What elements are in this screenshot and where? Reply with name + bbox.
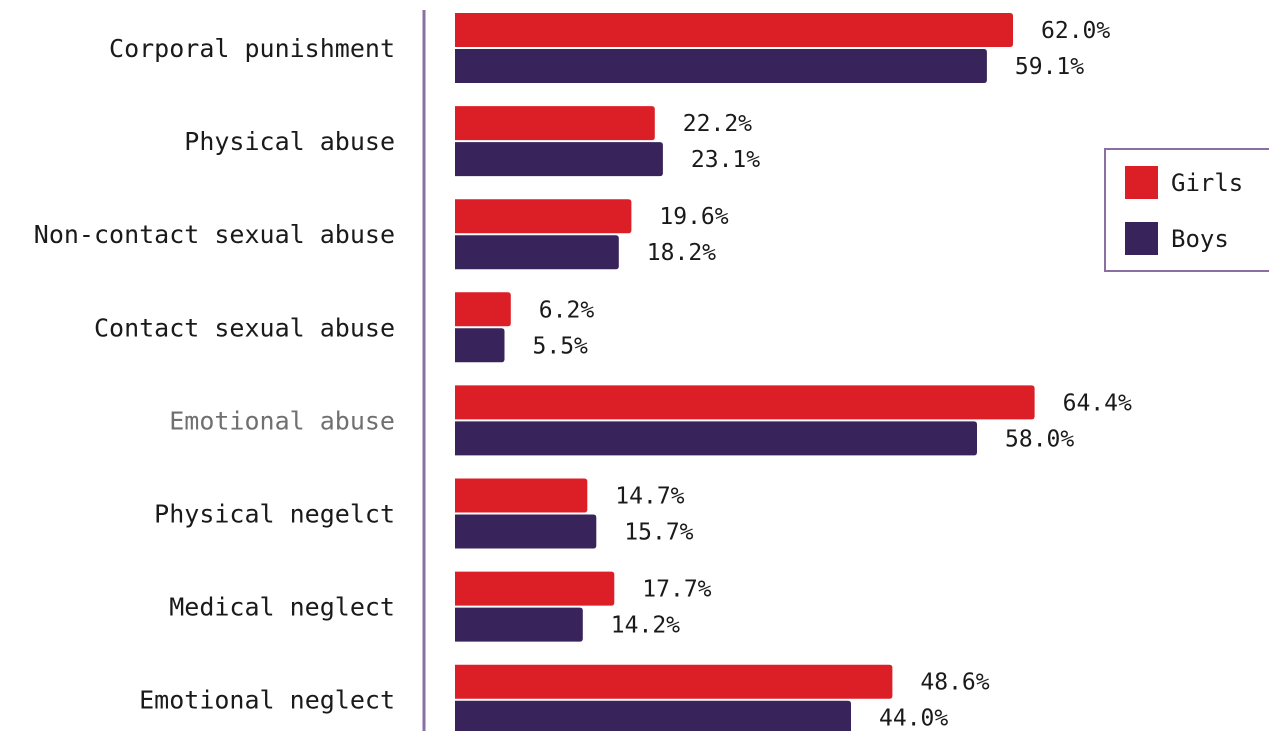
bar-boys <box>455 607 583 642</box>
data-label: 48.6% <box>920 670 989 696</box>
legend-swatch-boys <box>1125 222 1158 255</box>
bar-boys <box>455 142 663 177</box>
data-label: 5.5% <box>533 333 589 359</box>
data-label: 58.0% <box>1005 426 1074 452</box>
data-label: 64.4% <box>1063 390 1132 416</box>
bar-girls <box>455 13 1013 47</box>
category-label: Emotional abuse <box>169 406 395 435</box>
data-label: 14.2% <box>611 613 680 639</box>
category-labels: Corporal punishment Physical abuse Non-con… <box>34 34 395 715</box>
bar-boys <box>455 421 977 456</box>
data-label: 62.0% <box>1041 18 1110 44</box>
legend-label-girls: Girls <box>1171 169 1243 197</box>
data-label: 17.7% <box>642 577 711 603</box>
category-label: Emotional neglect <box>139 686 395 715</box>
bar-boys <box>455 49 987 83</box>
bar-boys <box>455 700 851 731</box>
data-label: 22.2% <box>683 111 752 137</box>
legend-swatch-girls <box>1125 166 1158 199</box>
bar-girls <box>455 478 588 513</box>
bar-girls <box>455 106 655 141</box>
bar-girls <box>455 571 615 606</box>
data-label: 14.7% <box>615 484 684 510</box>
bar-girls <box>455 664 893 699</box>
category-label: Contact sexual abuse <box>94 313 395 342</box>
data-label: 6.2% <box>539 297 595 323</box>
value-labels: 62.0% 59.1% 22.2% 23.1% 19.6% 18.2% 6.2% 5.5% 64… <box>533 18 1132 731</box>
data-label: 44.0% <box>879 706 948 731</box>
data-label: 15.7% <box>624 520 693 546</box>
bar-boys <box>455 235 619 270</box>
category-label: Corporal punishment <box>109 34 395 63</box>
data-label: 18.2% <box>647 240 716 266</box>
data-label: 59.1% <box>1015 54 1084 80</box>
category-label: Physical negelct <box>154 500 395 529</box>
bar-boys <box>455 328 505 363</box>
category-label: Non-contact sexual abuse <box>34 220 395 249</box>
legend-label-boys: Boys <box>1171 225 1229 253</box>
bar-girls <box>455 292 511 327</box>
legend: Girls Boys <box>1104 148 1269 272</box>
category-label: Physical abuse <box>184 127 395 156</box>
data-label: 19.6% <box>659 204 728 230</box>
bar-boys <box>455 514 597 549</box>
bars <box>455 13 1035 731</box>
bar-girls <box>455 199 632 234</box>
bar-girls <box>455 385 1035 420</box>
data-label: 23.1% <box>691 147 760 173</box>
category-label: Medical neglect <box>169 593 395 622</box>
